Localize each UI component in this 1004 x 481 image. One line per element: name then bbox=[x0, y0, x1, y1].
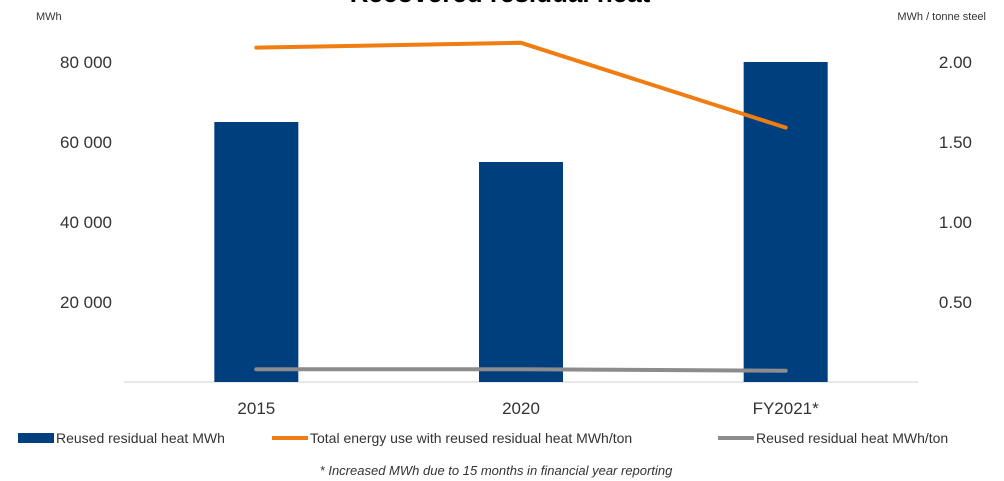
chart-title: Recovered residual heat bbox=[350, 0, 651, 8]
left-axis-unit: MWh bbox=[36, 11, 62, 23]
left-tick-label: 20 000 bbox=[60, 293, 112, 312]
bar bbox=[214, 122, 299, 382]
legend: Reused residual heat MWh Total energy use… bbox=[18, 430, 948, 446]
series-line bbox=[254, 367, 788, 373]
legend-swatch bbox=[18, 433, 54, 443]
right-tick-label: 2.00 bbox=[939, 53, 972, 72]
right-tick-label: 1.50 bbox=[939, 133, 972, 152]
line-series bbox=[254, 40, 788, 373]
legend-label: Reused residual heat MWh/ton bbox=[756, 430, 948, 446]
left-axis: 20 000 40 000 60 000 80 000 bbox=[60, 53, 112, 312]
legend-label: Total energy use with reused residual he… bbox=[310, 430, 632, 446]
right-axis: 0.50 1.00 1.50 2.00 bbox=[939, 53, 972, 312]
bar bbox=[743, 62, 828, 382]
legend-label: Reused residual heat MWh bbox=[56, 430, 225, 446]
x-tick-label: 2015 bbox=[237, 399, 275, 418]
x-tick-label: FY2021* bbox=[753, 399, 820, 418]
right-tick-label: 0.50 bbox=[939, 293, 972, 312]
bar bbox=[479, 162, 563, 382]
left-tick-label: 40 000 bbox=[60, 213, 112, 232]
bar-series bbox=[214, 62, 828, 382]
left-tick-label: 60 000 bbox=[60, 133, 112, 152]
x-axis: 2015 2020 FY2021* bbox=[237, 399, 819, 418]
footnote: * Increased MWh due to 15 months in fina… bbox=[320, 463, 673, 478]
left-tick-label: 80 000 bbox=[60, 53, 112, 72]
right-axis-unit: MWh / tonne steel bbox=[897, 11, 986, 23]
series-line bbox=[254, 40, 788, 130]
x-tick-label: 2020 bbox=[502, 399, 540, 418]
right-tick-label: 1.00 bbox=[939, 213, 972, 232]
